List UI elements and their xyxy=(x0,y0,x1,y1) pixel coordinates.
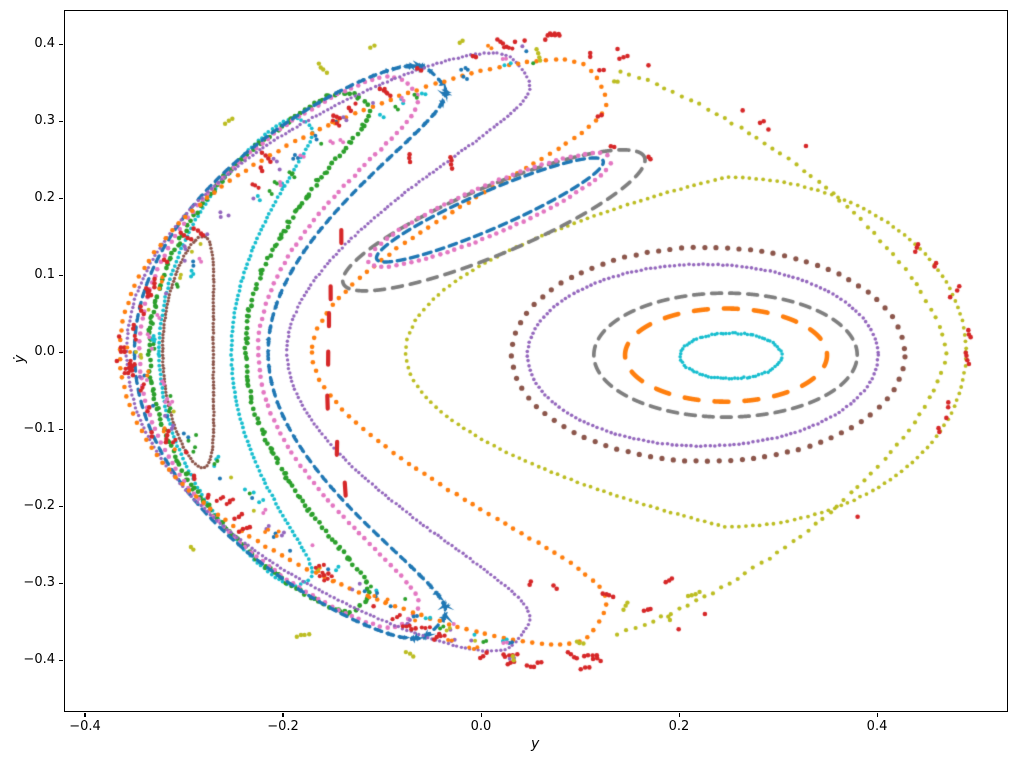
y-tick-label: 0.3 xyxy=(34,113,55,129)
x-tick-mark xyxy=(480,713,482,717)
y-tick-label: −0.2 xyxy=(23,498,55,514)
x-tick-label: 0.2 xyxy=(668,719,690,734)
x-tick-label: 0.0 xyxy=(470,719,492,734)
x-tick-label: 0.4 xyxy=(866,719,888,734)
y-tick-mark xyxy=(59,582,63,584)
y-tick-mark xyxy=(59,43,63,45)
y-tick-mark xyxy=(59,120,63,122)
x-tick-mark xyxy=(876,713,878,717)
y-tick-label: −0.1 xyxy=(23,421,55,437)
y-tick-label: −0.4 xyxy=(23,652,55,668)
plot-canvas xyxy=(64,10,1008,712)
y-tick-mark xyxy=(59,505,63,507)
y-tick-label: 0.0 xyxy=(34,344,55,360)
x-tick-mark xyxy=(678,713,680,717)
y-tick-mark xyxy=(59,351,63,353)
y-tick-label: 0.4 xyxy=(34,36,55,52)
y-tick-mark xyxy=(59,659,63,661)
x-axis-label: y xyxy=(531,736,540,752)
x-tick-label: −0.4 xyxy=(69,719,101,734)
y-tick-label: 0.1 xyxy=(34,267,55,283)
x-tick-mark xyxy=(282,713,284,717)
y-tick-label: −0.3 xyxy=(23,575,55,591)
x-tick-label: −0.2 xyxy=(267,719,299,734)
y-tick-mark xyxy=(59,428,63,430)
y-tick-label: 0.2 xyxy=(34,190,55,206)
y-axis-label: ẏ xyxy=(12,354,29,364)
y-tick-mark xyxy=(59,274,63,276)
x-tick-mark xyxy=(84,713,86,717)
y-tick-mark xyxy=(59,197,63,199)
